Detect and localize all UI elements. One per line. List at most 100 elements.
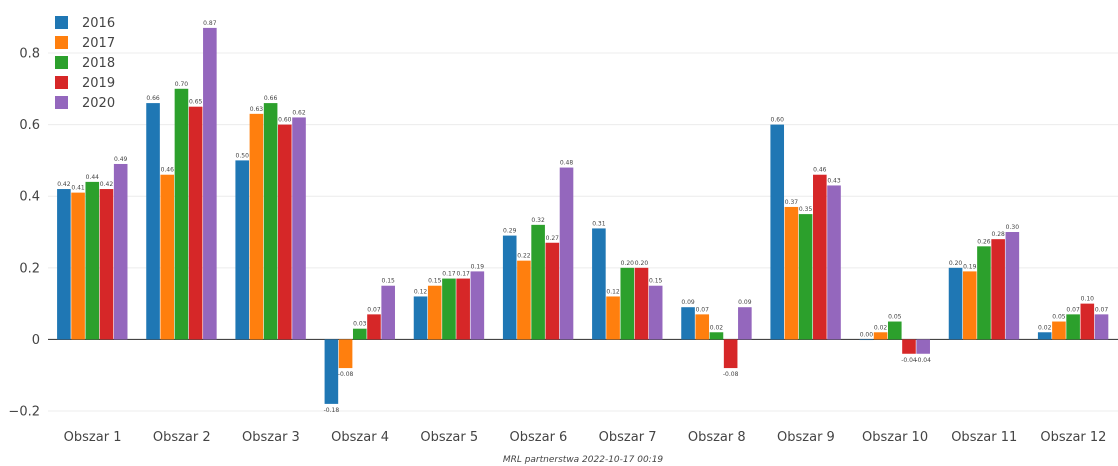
bar (798, 214, 813, 340)
bar (413, 296, 428, 340)
bar-value-label: 0.19 (471, 263, 485, 270)
bar-value-label: 0.26 (977, 238, 991, 245)
legend-label: 2018 (82, 56, 115, 71)
bars (57, 27, 1109, 404)
bar (1066, 314, 1080, 340)
legend-item[interactable]: 2018 (55, 56, 115, 71)
bar-value-label: 0.28 (991, 231, 1005, 238)
bar-value-label: 0.12 (606, 288, 620, 295)
bar-value-label: 0.35 (799, 206, 813, 213)
bar-value-label: 0.62 (292, 109, 306, 116)
bar (1094, 314, 1109, 340)
bar (502, 235, 517, 340)
bar-value-label: 0.17 (456, 271, 470, 278)
bar (962, 271, 977, 340)
bar (545, 242, 560, 340)
bar (559, 167, 574, 340)
bar (113, 163, 128, 340)
bar (859, 339, 874, 341)
legend[interactable]: 2016 2017 2018 2019 2020 (55, 16, 115, 111)
bar-value-label: 0.66 (146, 95, 160, 102)
bar (71, 192, 85, 340)
bar-value-label: 0.65 (189, 99, 203, 106)
bar-value-label: 0.20 (635, 260, 649, 267)
bar-value-label: 0.20 (949, 260, 963, 267)
bar-value-label: 0.60 (278, 117, 292, 124)
legend-swatch (55, 36, 68, 49)
bar-value-label: 0.20 (621, 260, 635, 267)
bar-value-label: 0.42 (57, 181, 71, 188)
legend-item[interactable]: 2017 (55, 36, 115, 51)
y-tick-label: 0 (32, 333, 40, 348)
bar-value-label: 0.32 (531, 217, 545, 224)
bar (813, 174, 827, 340)
bar (146, 103, 160, 340)
y-tick-label: 0.8 (19, 46, 40, 61)
bar (442, 278, 456, 340)
bar (887, 321, 902, 340)
bar-value-label: 0.29 (503, 228, 517, 235)
bar-value-label: 0.05 (888, 314, 902, 321)
bar (648, 285, 663, 340)
bar (381, 285, 395, 340)
bar-value-label: 0.27 (546, 235, 560, 242)
bar-value-label: 0.07 (696, 306, 710, 313)
bar-value-label: 0.60 (771, 117, 785, 124)
legend-item[interactable]: 2020 (55, 96, 115, 111)
bar-value-label: 0.87 (203, 20, 217, 27)
bar (620, 267, 635, 340)
bar (456, 278, 470, 340)
y-tick-label: −0.2 (8, 405, 40, 420)
bar-value-label: 0.15 (382, 278, 396, 285)
bar (235, 160, 250, 340)
axes: −0.2 0 0.2 0.4 0.6 0.8 Obszar 1 Obszar 2 Obszar … (8, 46, 1106, 445)
bar-value-label: 0.17 (442, 271, 456, 278)
bar (770, 124, 785, 340)
bar-value-label: -0.08 (723, 371, 739, 378)
y-tick-label: 0.2 (19, 261, 40, 276)
bar (709, 332, 724, 340)
legend-label: 2017 (82, 36, 115, 51)
bar-value-label: 0.03 (353, 321, 367, 328)
bar-value-label: 0.19 (963, 263, 977, 270)
x-tick-label: Obszar 11 (951, 430, 1017, 445)
bar (1037, 332, 1052, 340)
bar (991, 239, 1005, 340)
bar-value-label: 0.07 (367, 306, 381, 313)
bar (916, 339, 930, 354)
bar-value-label: 0.41 (71, 185, 85, 192)
bar (160, 174, 175, 340)
legend-item[interactable]: 2019 (55, 76, 115, 91)
bar (977, 246, 991, 340)
bar (470, 271, 485, 340)
bar-value-label: 0.46 (813, 167, 827, 174)
bar (592, 228, 606, 340)
bar (1052, 321, 1066, 340)
bar (338, 339, 353, 369)
x-tick-label: Obszar 12 (1040, 430, 1106, 445)
bar-value-label: 0.50 (236, 152, 250, 159)
bar-value-label: 0.09 (681, 299, 695, 306)
bar (948, 267, 963, 340)
bar (85, 181, 100, 340)
bar (174, 88, 189, 340)
x-tick-label: Obszar 7 (599, 430, 657, 445)
bar (738, 307, 752, 340)
bar (873, 332, 888, 340)
bar-value-label: 0.44 (86, 174, 100, 181)
legend-item[interactable]: 2016 (55, 16, 115, 31)
bar (695, 314, 710, 340)
bar (249, 113, 264, 340)
bar (531, 224, 545, 340)
bar-value-label: 0.02 (874, 324, 888, 331)
x-tick-label: Obszar 3 (242, 430, 300, 445)
bar (827, 185, 841, 340)
bar (57, 189, 71, 340)
legend-swatch (55, 56, 68, 69)
legend-label: 2020 (82, 96, 115, 111)
bar (606, 296, 620, 340)
x-tick-label: Obszar 2 (153, 430, 211, 445)
bar (188, 106, 203, 340)
bar-value-label: 0.05 (1052, 314, 1066, 321)
bar (902, 339, 916, 354)
